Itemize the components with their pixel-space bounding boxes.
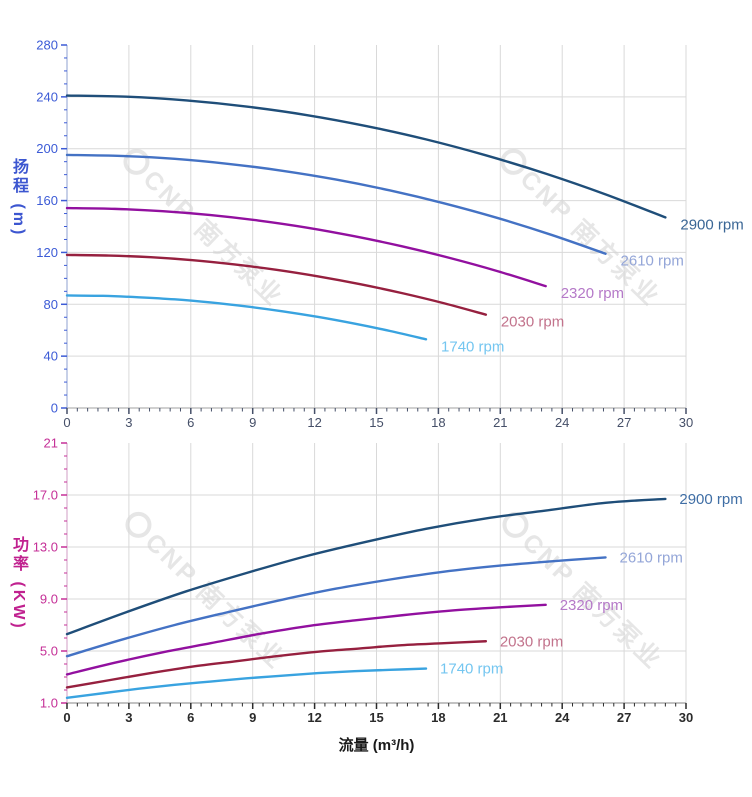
y-tick-label: 13.0: [33, 540, 58, 555]
curve-label-2610-rpm: 2610 rpm: [621, 253, 684, 270]
y-tick-label: 40: [44, 349, 58, 364]
y-tick-label: 9.0: [40, 592, 58, 607]
x-axis-title: 流量 (m³/h): [338, 737, 415, 754]
curve-2900-rpm: [65, 94, 667, 219]
x-tick-label: 18: [431, 415, 445, 430]
y-tick-label: 21: [44, 436, 58, 451]
y-tick-label: 280: [36, 38, 58, 53]
curve-2900-rpm: [65, 497, 667, 636]
x-tick-label: 6: [187, 415, 194, 430]
watermark-text: CNP 南方泵业: [138, 164, 290, 312]
x-tick-label: 15: [369, 710, 383, 725]
x-tick-label: 21: [493, 710, 507, 725]
curve-label-2900-rpm: 2900 rpm: [680, 216, 743, 233]
y-tick-label: 5.0: [40, 644, 58, 659]
curve-1740-rpm: [65, 667, 428, 699]
x-tick-label: 6: [187, 710, 194, 725]
watermark-logo-icon: [125, 511, 152, 538]
y-tick-label: 160: [36, 193, 58, 208]
watermark-logo-icon: [500, 148, 527, 175]
curve-label-2030-rpm: 2030 rpm: [501, 314, 564, 331]
x-tick-label: 0: [63, 710, 70, 725]
head-y-axis-title: 扬程 (m): [10, 158, 27, 238]
x-tick-label: 15: [369, 415, 383, 430]
y-tick-label: 0: [51, 401, 58, 416]
x-tick-label: 24: [555, 415, 569, 430]
curve-1740-rpm: [65, 294, 428, 341]
curve-label-2320-rpm: 2320 rpm: [560, 597, 623, 614]
watermark: CNP 南方泵业: [125, 511, 292, 676]
x-tick-label: 18: [431, 710, 445, 725]
curve-2610-rpm: [65, 556, 607, 658]
curve-2030-rpm: [65, 640, 488, 689]
x-tick-label: 3: [125, 710, 132, 725]
y-tick-label: 80: [44, 297, 58, 312]
watermark-logo-icon: [502, 511, 529, 538]
y-tick-label: 240: [36, 89, 58, 104]
curve-2320-rpm: [65, 603, 547, 676]
watermark: CNP 南方泵业: [502, 511, 669, 676]
x-tick-label: 9: [249, 710, 256, 725]
x-tick-label: 27: [617, 415, 631, 430]
watermark: CNP 南方泵业: [123, 148, 290, 313]
watermark-logo-icon: [123, 148, 150, 175]
x-tick-label: 0: [63, 415, 70, 430]
x-tick-label: 30: [679, 710, 693, 725]
y-tick-label: 120: [36, 245, 58, 260]
x-tick-label: 30: [679, 415, 693, 430]
curve-label-2900-rpm: 2900 rpm: [679, 491, 742, 508]
curve-2320-rpm: [65, 206, 547, 288]
x-tick-label: 27: [617, 710, 631, 725]
y-tick-label: 200: [36, 141, 58, 156]
x-tick-label: 24: [555, 710, 570, 725]
x-tick-label: 21: [493, 415, 507, 430]
curve-label-2610-rpm: 2610 rpm: [620, 549, 683, 566]
curve-label-1740-rpm: 1740 rpm: [441, 338, 504, 355]
power-y-axis-title: 功率 (KW): [10, 536, 27, 631]
x-tick-label: 3: [125, 415, 132, 430]
x-tick-label: 12: [307, 415, 321, 430]
y-tick-label: 1.0: [40, 696, 58, 711]
x-tick-label: 9: [249, 415, 256, 430]
curve-label-2030-rpm: 2030 rpm: [500, 633, 563, 650]
x-tick-label: 12: [307, 710, 321, 725]
curve-label-1740-rpm: 1740 rpm: [440, 661, 503, 678]
curve-label-2320-rpm: 2320 rpm: [561, 285, 624, 302]
y-tick-label: 17.0: [33, 488, 58, 503]
curve-2030-rpm: [65, 253, 488, 316]
curve-2610-rpm: [65, 153, 607, 255]
